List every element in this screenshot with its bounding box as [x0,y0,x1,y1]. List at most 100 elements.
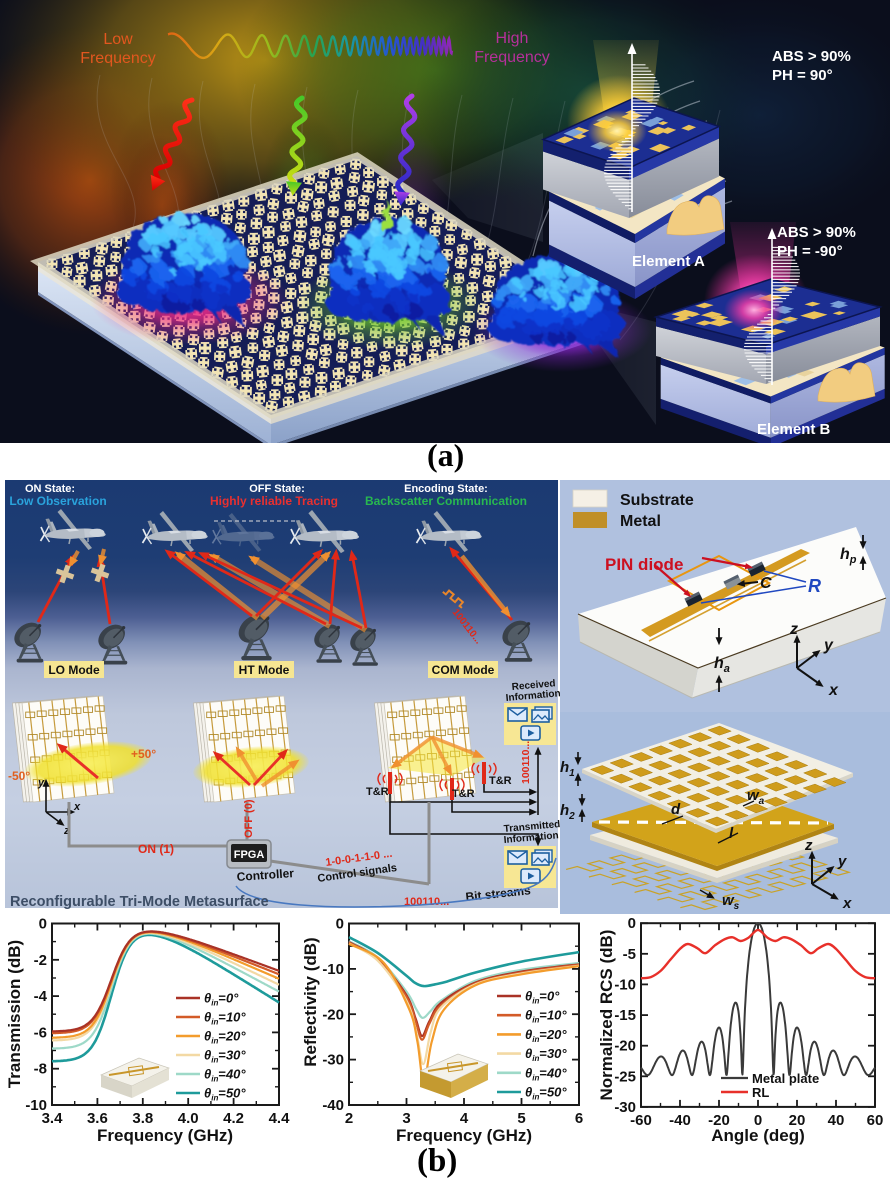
svg-text:LO Mode: LO Mode [48,663,100,677]
svg-text:y: y [837,853,847,870]
svg-text:Transmission (dB): Transmission (dB) [5,940,24,1088]
svg-text:Reconfigurable Tri-Mode Metasu: Reconfigurable Tri-Mode Metasurface [10,894,269,910]
svg-text:C: C [760,575,772,592]
svg-text:3.4: 3.4 [42,1110,64,1127]
svg-text:FPGA: FPGA [234,849,265,861]
svg-text:Encoding State:: Encoding State: [404,483,488,495]
svg-text:COM Mode: COM Mode [432,663,495,677]
svg-text:-10: -10 [25,1097,47,1114]
svg-text:Frequency (GHz): Frequency (GHz) [396,1126,532,1145]
svg-text:Angle (deg): Angle (deg) [711,1126,805,1145]
svg-text:-30: -30 [614,1099,636,1116]
svg-text:-50°: -50° [8,769,30,783]
svg-text:Low Observation: Low Observation [9,494,106,508]
svg-text:-20: -20 [708,1112,730,1129]
svg-text:l: l [729,825,734,842]
svg-text:OFF State:: OFF State: [249,483,305,495]
svg-text:x: x [828,682,839,699]
svg-text:2: 2 [345,1110,353,1127]
svg-text:-30: -30 [322,1052,344,1069]
svg-text:z: z [63,825,70,837]
svg-text:θin=20°: θin=20° [204,1029,246,1046]
svg-text:-5: -5 [623,946,636,963]
svg-text:OFF (0): OFF (0) [243,799,255,838]
svg-text:100110...: 100110... [520,741,532,784]
svg-text:Metal plate: Metal plate [752,1071,819,1086]
svg-text:PIN diode: PIN diode [605,555,683,574]
svg-text:Highly reliable Tracing: Highly reliable Tracing [210,494,338,508]
svg-text:RL: RL [752,1085,769,1100]
svg-text:x: x [842,895,852,912]
svg-text:Normalized RCS (dB): Normalized RCS (dB) [597,930,616,1101]
svg-text:-10: -10 [322,961,344,978]
svg-text:Backscatter Communication: Backscatter Communication [365,494,527,508]
svg-text:4: 4 [460,1110,469,1127]
svg-text:θin=40°: θin=40° [525,1065,567,1082]
svg-text:0: 0 [39,916,47,933]
svg-text:4.4: 4.4 [269,1110,291,1127]
svg-text:4.0: 4.0 [178,1110,199,1127]
svg-text:θin=10°: θin=10° [204,1010,246,1027]
svg-text:-20: -20 [614,1038,636,1055]
svg-text:z: z [789,621,798,638]
svg-text:Transmitted: Transmitted [503,819,560,835]
svg-text:40: 40 [828,1112,845,1129]
svg-text:6: 6 [575,1110,583,1127]
svg-text:-40: -40 [669,1112,691,1129]
svg-text:Frequency: Frequency [80,50,156,67]
svg-text:-40: -40 [322,1097,344,1114]
svg-text:θin=50°: θin=50° [204,1086,246,1103]
svg-text:y: y [823,637,834,654]
svg-text:Frequency (GHz): Frequency (GHz) [97,1126,233,1145]
svg-text:Low: Low [103,31,133,48]
svg-text:PH = -90°: PH = -90° [777,243,843,260]
svg-text:5: 5 [517,1110,525,1127]
svg-text:θin=0°: θin=0° [525,989,560,1006]
svg-text:ON State:: ON State: [25,483,75,495]
svg-text:0: 0 [336,916,344,933]
svg-text:d: d [671,801,681,818]
svg-text:T&R: T&R [489,775,512,787]
svg-text:θin=20°: θin=20° [525,1027,567,1044]
svg-text:T&R: T&R [452,788,475,800]
svg-text:-25: -25 [614,1068,636,1085]
svg-text:PH = 90°: PH = 90° [772,67,833,84]
svg-text:3.6: 3.6 [87,1110,108,1127]
svg-text:-15: -15 [614,1007,636,1024]
svg-text:+50°: +50° [131,747,156,761]
svg-text:Substrate: Substrate [620,492,694,509]
svg-text:-60: -60 [630,1112,652,1129]
svg-text:θin=40°: θin=40° [204,1067,246,1084]
svg-text:ON (1): ON (1) [138,842,174,856]
svg-text:-10: -10 [614,976,636,993]
svg-text:Information: Information [505,688,561,704]
svg-text:Element B: Element B [757,421,831,438]
svg-text:High: High [496,30,529,47]
svg-text:T&R: T&R [366,786,389,798]
svg-text:ABS > 90%: ABS > 90% [777,224,856,241]
svg-text:3.8: 3.8 [132,1110,153,1127]
svg-text:HT Mode: HT Mode [239,663,290,677]
svg-text:y: y [37,777,45,789]
svg-text:0: 0 [628,915,636,932]
svg-text:R: R [808,576,821,596]
svg-text:20: 20 [789,1112,806,1129]
svg-text:Reflectivity (dB): Reflectivity (dB) [301,937,320,1066]
svg-text:ABS > 90%: ABS > 90% [772,48,851,65]
svg-text:60: 60 [867,1112,884,1129]
svg-text:z: z [804,837,813,854]
svg-text:4.2: 4.2 [223,1110,244,1127]
svg-text:Controller: Controller [236,866,295,884]
svg-text:θin=30°: θin=30° [204,1048,246,1065]
svg-text:Frequency: Frequency [474,49,550,66]
svg-text:0: 0 [754,1112,762,1129]
svg-text:-2: -2 [34,952,47,969]
svg-text:θin=10°: θin=10° [525,1008,567,1025]
svg-text:-20: -20 [322,1006,344,1023]
svg-text:Element A: Element A [632,253,705,270]
svg-text:-4: -4 [34,988,48,1005]
svg-text:x: x [73,801,81,813]
svg-text:θin=30°: θin=30° [525,1046,567,1063]
svg-text:-8: -8 [34,1061,47,1078]
svg-text:Received: Received [511,678,556,693]
